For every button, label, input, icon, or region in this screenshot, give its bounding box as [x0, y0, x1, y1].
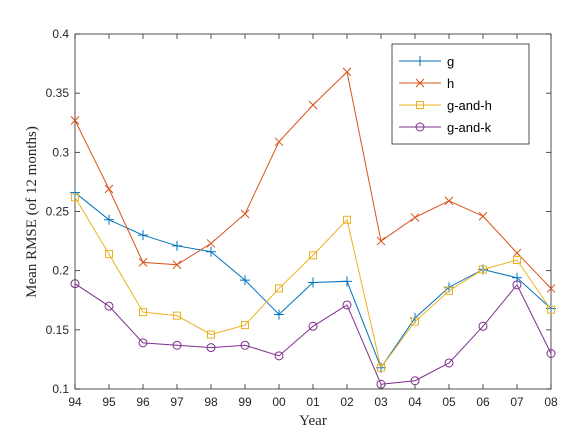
- data-point-g: [206, 246, 216, 257]
- data-point-h: [308, 100, 318, 110]
- series-g-and-k: [70, 279, 556, 389]
- x-tick-label: 99: [238, 395, 252, 409]
- data-point-g-and-h: [513, 256, 521, 265]
- data-point-h: [546, 284, 556, 293]
- x-tick-label: 96: [136, 395, 150, 409]
- legend-label: g: [447, 54, 454, 69]
- data-point-g-and-k: [104, 301, 114, 311]
- data-point-g-and-h: [105, 250, 113, 259]
- data-point-g-and-k: [376, 379, 386, 389]
- legend-item-g-and-h: g-and-h: [399, 98, 492, 113]
- series-line-g-and-h: [74, 197, 552, 369]
- x-tick-label: 03: [374, 395, 388, 409]
- data-point-g-and-h: [309, 251, 317, 260]
- data-point-h: [376, 236, 386, 246]
- data-point-g-and-k: [138, 338, 148, 348]
- x-tick-label: 97: [170, 395, 184, 409]
- data-point-h: [512, 248, 522, 258]
- legend-item-h: h: [399, 76, 454, 91]
- data-point-h: [444, 196, 454, 206]
- data-point-g-and-h: [139, 308, 147, 317]
- legend-marker: [415, 56, 425, 66]
- data-point-g-and-k: [240, 340, 250, 350]
- x-tick-label: 95: [102, 395, 116, 409]
- x-tick-label: 01: [306, 395, 320, 409]
- data-point-g: [104, 214, 114, 225]
- data-point-h: [70, 116, 80, 125]
- data-point-g-and-k: [274, 351, 284, 361]
- data-point-g-and-h: [445, 286, 453, 295]
- data-point-h: [104, 184, 114, 194]
- data-point-h: [206, 239, 216, 248]
- x-tick-label: 08: [544, 395, 558, 409]
- data-point-g-and-k: [342, 300, 352, 310]
- data-point-h: [410, 213, 420, 222]
- x-tick-label: 05: [442, 395, 456, 409]
- x-tick-label: 06: [476, 395, 490, 409]
- y-tick-label: 0.15: [46, 323, 70, 337]
- x-tick-label: 98: [204, 395, 218, 409]
- legend-marker: [415, 78, 425, 88]
- data-point-h: [138, 258, 148, 267]
- data-point-g-and-h: [479, 265, 487, 274]
- data-point-g-and-k: [444, 358, 454, 368]
- data-point-g-and-k: [546, 349, 556, 358]
- series-h: [70, 67, 556, 293]
- data-point-g: [70, 187, 80, 198]
- legend-item-g: g: [399, 54, 454, 69]
- data-point-g-and-h: [275, 284, 283, 293]
- data-point-h: [478, 211, 488, 221]
- y-tick-label: 0.3: [52, 145, 69, 159]
- x-tick-label: 02: [340, 395, 354, 409]
- data-point-g: [308, 277, 318, 288]
- x-tick-label: 00: [272, 395, 286, 409]
- data-point-g-and-k: [410, 376, 420, 386]
- data-point-g: [274, 309, 284, 320]
- data-point-g: [240, 275, 250, 286]
- legend-label: g-and-k: [447, 120, 492, 135]
- x-axis-title: Year: [299, 413, 327, 429]
- data-point-g-and-k: [172, 340, 182, 350]
- data-point-g-and-k: [512, 280, 522, 290]
- data-point-h: [172, 260, 182, 270]
- data-point-g-and-k: [478, 321, 488, 331]
- series-layer: [70, 67, 556, 389]
- data-point-g-and-h: [411, 317, 419, 326]
- x-tick-label: 07: [510, 395, 524, 409]
- legend-item-g-and-k: g-and-k: [399, 120, 492, 135]
- y-tick-label: 0.2: [52, 264, 69, 278]
- data-point-g-and-h: [207, 330, 215, 339]
- y-tick-label: 0.1: [52, 382, 69, 396]
- y-tick-label: 0.4: [52, 27, 69, 41]
- data-point-g: [172, 240, 182, 251]
- x-tick-label: 04: [408, 395, 422, 409]
- y-tick-label: 0.25: [46, 205, 70, 219]
- data-point-g: [138, 230, 148, 241]
- series-g-and-h: [71, 193, 555, 372]
- data-point-g-and-k: [308, 321, 318, 331]
- data-point-g: [342, 276, 352, 287]
- y-tick-label: 0.35: [46, 86, 70, 100]
- y-axis-title: Mean RMSE (of 12 months): [24, 126, 40, 298]
- data-point-g-and-h: [377, 363, 385, 372]
- data-point-g-and-h: [547, 305, 555, 314]
- data-point-h: [240, 209, 250, 219]
- data-point-h: [342, 67, 352, 77]
- x-tick-label: 94: [68, 395, 82, 409]
- data-point-h: [274, 137, 284, 147]
- data-point-g-and-h: [343, 215, 351, 224]
- data-point-g-and-h: [241, 321, 249, 330]
- data-point-g-and-h: [71, 193, 79, 202]
- data-point-g-and-k: [70, 279, 80, 289]
- legend-label: g-and-h: [447, 98, 492, 113]
- legend: gh g-and-h g-and-k: [391, 43, 530, 145]
- data-point-g-and-h: [173, 311, 181, 320]
- data-point-g-and-k: [206, 343, 216, 353]
- legend-marker: [416, 101, 424, 109]
- series-line-g-and-k: [74, 283, 552, 385]
- legend-marker: [415, 122, 425, 132]
- legend-label: h: [447, 76, 454, 91]
